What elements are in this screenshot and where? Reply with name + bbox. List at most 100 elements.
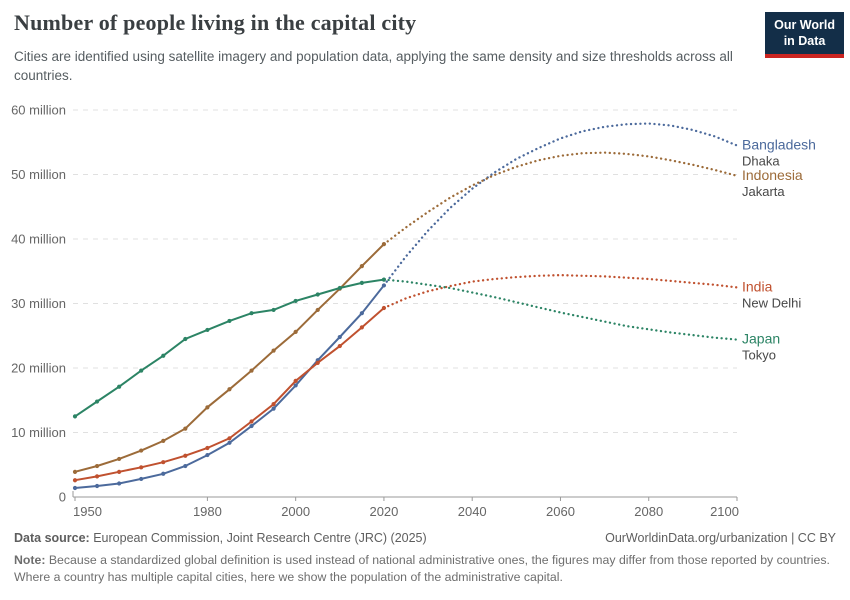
point-india-2010 [337, 343, 342, 349]
chart-subtitle: Cities are identified using satellite im… [14, 49, 733, 83]
point-india-2000 [293, 378, 298, 383]
x-axis-label-2100: 2100 [710, 504, 739, 519]
point-bangladesh-1955 [94, 483, 100, 489]
owid-logo-line1: Our World [774, 18, 835, 32]
point-india-1995 [271, 402, 276, 407]
chart-note: Note: Because a standardized global defi… [14, 552, 836, 587]
point-indonesia-1950 [72, 469, 78, 474]
point-india-1965 [139, 465, 144, 470]
point-bangladesh-2000 [293, 383, 298, 388]
point-bangladesh-1985 [227, 440, 232, 445]
city-label-dhaka: Dhaka [742, 153, 780, 168]
point-bangladesh-1990 [249, 423, 254, 429]
line-india [74, 307, 385, 482]
chart-area: 0 10 million 20 million 30 million 40 millio… [0, 95, 850, 530]
entity-label-india[interactable]: India [742, 278, 773, 294]
point-bangladesh-1960 [117, 481, 122, 486]
point-india-1980 [205, 445, 210, 451]
point-india-2005 [315, 360, 320, 365]
entity-label-bangladesh[interactable]: Bangladesh [742, 136, 816, 152]
projection-line-indonesia [382, 151, 739, 246]
point-indonesia-2005 [315, 307, 320, 313]
point-indonesia-2020 [381, 242, 387, 247]
point-india-1985 [227, 436, 232, 441]
point-japan-1965 [139, 368, 144, 373]
point-india-1970 [161, 460, 166, 465]
point-bangladesh-1980 [205, 452, 210, 458]
point-india-2020 [381, 305, 387, 311]
projection-line-bangladesh [382, 122, 739, 287]
data-source-label: Data source: [14, 531, 90, 545]
owid-logo[interactable]: Our World in Data [765, 12, 844, 58]
chart-svg: 0 10 million 20 million 30 million 40 millio… [11, 103, 816, 520]
point-bangladesh-2020 [381, 283, 387, 288]
point-bangladesh-1965 [139, 476, 144, 482]
point-japan-1985 [227, 318, 232, 324]
data-source-text: European Commission, Joint Research Cent… [89, 531, 427, 545]
point-indonesia-1990 [249, 368, 254, 373]
point-japan-1970 [161, 353, 166, 358]
projection-line-japan [382, 278, 739, 341]
x-axis-label-2000: 2000 [281, 504, 310, 519]
note-label: Note: [14, 553, 46, 567]
point-india-2015 [359, 325, 364, 330]
owid-logo-line2: in Data [783, 34, 826, 49]
x-axis-label-2020: 2020 [369, 504, 398, 519]
data-source: Data source: European Commission, Joint … [14, 531, 427, 545]
point-japan-2010 [337, 285, 342, 291]
point-indonesia-1965 [139, 448, 144, 453]
point-indonesia-1960 [117, 456, 122, 462]
y-axis-label-60: 60 million [11, 103, 66, 118]
point-japan-1995 [271, 307, 276, 313]
y-axis-label-10: 10 million [11, 425, 66, 440]
point-indonesia-1995 [271, 348, 276, 353]
point-japan-1960 [117, 384, 122, 389]
owid-attribution-link[interactable]: OurWorldinData.org/urbanization | CC BY [605, 531, 836, 545]
x-axis-label-1980: 1980 [193, 504, 222, 519]
point-india-1990 [249, 419, 254, 424]
point-japan-1990 [249, 311, 254, 316]
point-bangladesh-1970 [161, 471, 166, 476]
point-japan-1955 [94, 399, 100, 404]
city-label-jakarta: Jakarta [742, 184, 785, 199]
point-bangladesh-1975 [183, 463, 188, 469]
page-title: Number of people living in the capital c… [14, 10, 417, 35]
point-japan-1980 [205, 327, 210, 333]
entity-label-japan[interactable]: Japan [742, 331, 780, 347]
point-india-1960 [117, 469, 122, 474]
point-india-1950 [72, 478, 78, 483]
x-axis-label-2080: 2080 [634, 504, 663, 519]
point-indonesia-2000 [293, 329, 298, 334]
point-bangladesh-2010 [337, 334, 342, 340]
x-axis-label-1950: 1950 [73, 504, 102, 519]
point-japan-2005 [315, 292, 320, 297]
y-axis-label-40: 40 million [11, 232, 66, 247]
point-japan-2015 [359, 280, 364, 285]
point-japan-2000 [293, 298, 298, 304]
y-axis-label-30: 30 million [11, 296, 66, 311]
chart-footer: Data source: European Commission, Joint … [14, 531, 836, 587]
point-indonesia-1980 [205, 405, 210, 410]
point-indonesia-2015 [359, 263, 364, 269]
point-bangladesh-1950 [72, 485, 78, 491]
point-bangladesh-2015 [359, 311, 364, 316]
y-axis-label-50: 50 million [11, 167, 66, 182]
city-label-tokyo: Tokyo [742, 348, 776, 363]
x-axis-label-2040: 2040 [458, 504, 487, 519]
point-indonesia-1955 [94, 463, 100, 469]
point-india-1955 [94, 474, 100, 479]
x-axis-label-2060: 2060 [546, 504, 575, 519]
point-india-1975 [183, 453, 188, 458]
point-japan-2020 [381, 277, 387, 282]
point-japan-1975 [183, 336, 188, 342]
entity-label-indonesia[interactable]: Indonesia [742, 167, 803, 183]
point-bangladesh-1995 [271, 406, 276, 411]
point-indonesia-1985 [227, 387, 232, 392]
city-label-new-delhi: New Delhi [742, 295, 801, 310]
point-japan-1950 [72, 414, 78, 419]
